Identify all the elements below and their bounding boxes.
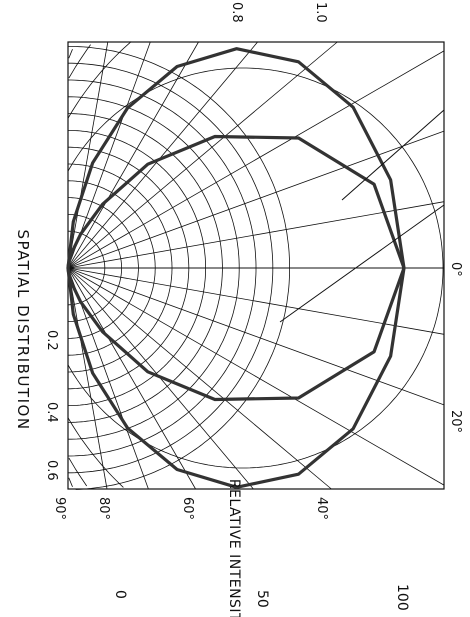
radial-tick-0.2: 0.2 — [44, 330, 59, 351]
radial-gridline — [67, 267, 445, 406]
radial-arc-gridline — [68, 62, 274, 474]
radial-arc-gridline — [68, 230, 106, 306]
chart-title: SPATIAL DISTRIBUTION — [14, 229, 32, 430]
polar-grid — [67, 41, 445, 490]
radial-gridline — [67, 267, 332, 490]
intensity-tick-0: 0 — [112, 590, 128, 599]
radial-gridline — [67, 41, 258, 269]
angle-tick-60: 60° — [180, 497, 195, 520]
secondary-arc-gridline — [68, 49, 73, 487]
angle-tick-90: 90° — [52, 497, 67, 520]
radial-gridline — [67, 50, 445, 269]
radial-arc-gridline — [68, 180, 156, 356]
radial-gridline — [67, 267, 445, 335]
leader-line-2 — [279, 204, 445, 323]
angle-tick-80: 80° — [96, 497, 111, 520]
radial-arc-gridline — [68, 146, 190, 390]
radial-arc-gridline — [68, 130, 206, 406]
series-curve-2 — [66, 134, 406, 402]
leader-line-1 — [341, 109, 445, 201]
intensity-tick-50: 50 — [254, 590, 270, 608]
radial-tick-0.4: 0.4 — [44, 402, 59, 423]
angle-tick-40: 40° — [314, 497, 329, 520]
intensity-tick-100: 100 — [394, 584, 410, 611]
x-axis-label: RELATIVE INTENSITY — [226, 479, 242, 617]
angle-tick-20: 20° — [448, 410, 463, 433]
radial-gridline — [67, 267, 108, 490]
radial-arc-gridline — [68, 113, 223, 423]
radial-arc-gridline — [68, 96, 240, 440]
radial-gridline — [67, 267, 445, 486]
radial-tick-0.6: 0.6 — [44, 460, 59, 481]
radial-gridline — [67, 201, 445, 269]
radial-arc-gridline — [68, 197, 139, 339]
radial-arc-gridline — [68, 79, 257, 457]
secondary-arc-gridline — [68, 44, 91, 487]
radial-arc-gridline — [68, 214, 122, 322]
radial-tick-1.0: 1.0 — [313, 2, 328, 23]
secondary-arc-gridline — [67, 41, 132, 488]
radial-gridline — [67, 41, 338, 269]
radial-gridline — [67, 267, 196, 490]
radial-arc-gridline — [68, 163, 173, 373]
secondary-arc-gridline — [67, 67, 444, 469]
radial-gridline — [67, 130, 445, 269]
angle-tick-0: 0° — [448, 262, 463, 277]
radial-arc-gridline — [68, 46, 290, 490]
radial-gridline — [67, 41, 109, 269]
series-group — [66, 47, 445, 489]
radial-tick-0.8: 0.8 — [229, 2, 244, 23]
